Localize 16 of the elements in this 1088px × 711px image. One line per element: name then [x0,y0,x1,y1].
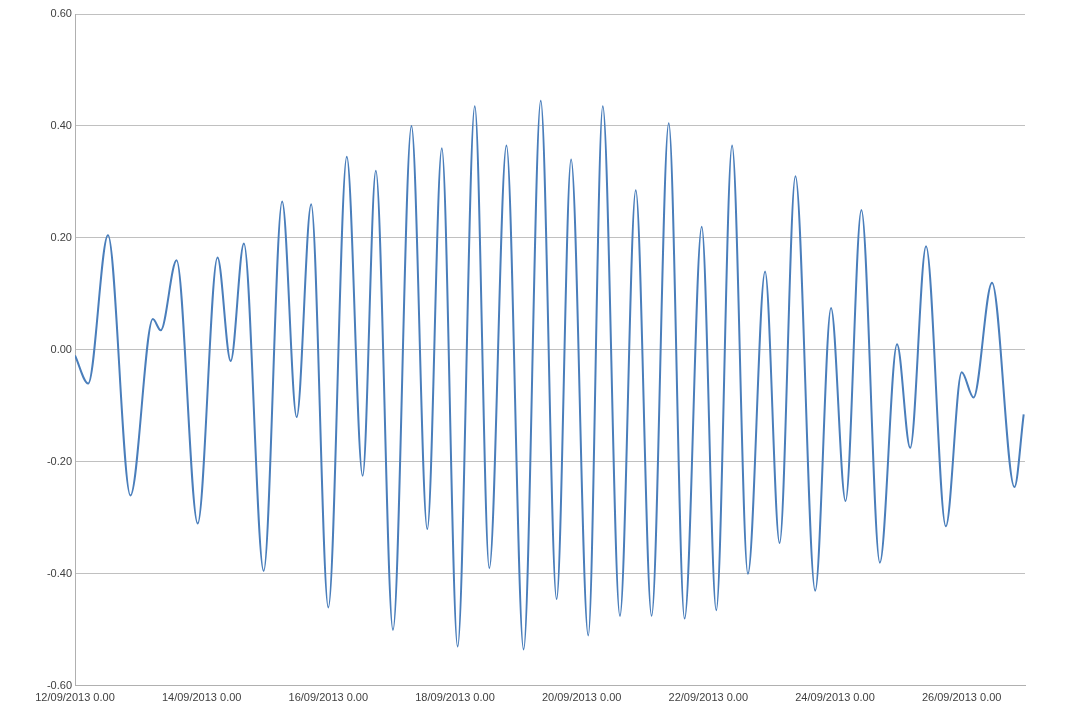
y-tick-label: 0.60 [50,7,72,20]
line-series [75,99,1025,651]
y-tick-label: 0.40 [50,119,72,131]
x-tick-label: 14/09/2013 0.00 [161,691,242,704]
x-tick-label: 26/09/2013 0.00 [921,691,1002,704]
y-tick-label: 0.20 [50,230,72,243]
y-tick-label: 0.00 [50,342,72,355]
x-tick-label: 24/09/2013 0.00 [795,691,875,704]
x-tick-label: 18/09/2013 0.00 [415,691,495,704]
x-tick-label: 12/09/2013 0.00 [35,691,115,704]
y-tick-label: -0.40 [46,566,72,579]
x-tick-label: 16/09/2013 0.00 [288,691,369,704]
y-tick-label: -0.20 [46,454,72,467]
x-tick-label: 22/09/2013 0.00 [668,691,749,704]
x-tick-label: 20/09/2013 0.00 [541,691,622,704]
y-tick-label: -0.60 [46,678,72,691]
